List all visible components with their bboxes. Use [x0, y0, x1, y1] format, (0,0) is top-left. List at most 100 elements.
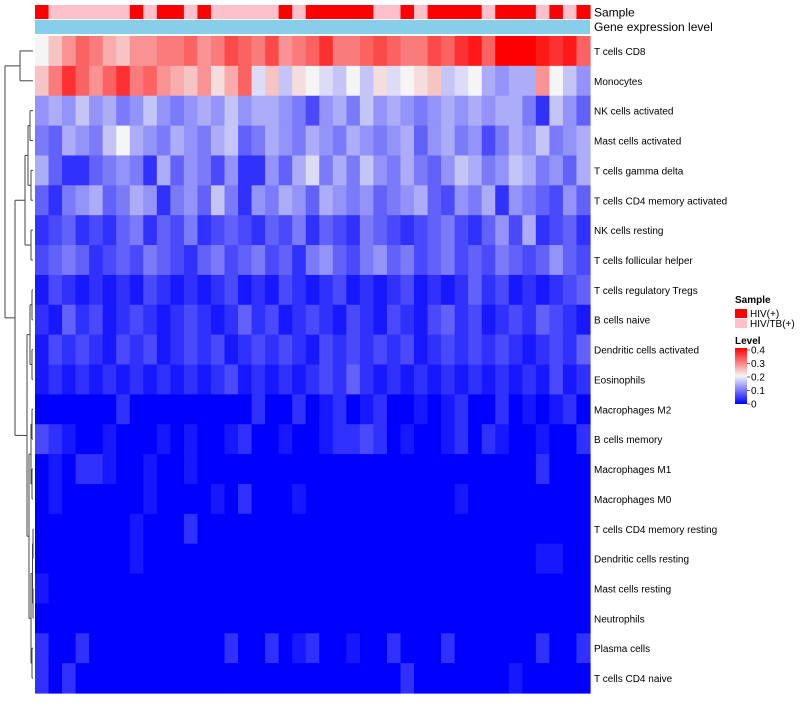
heatmap-cell: [400, 65, 415, 97]
heatmap-cell: [102, 454, 117, 485]
heatmap-cell: [346, 483, 361, 515]
heatmap-cell: [454, 483, 469, 515]
sample-annotation-cell: [427, 5, 442, 19]
heatmap-cell: [332, 334, 347, 366]
heatmap-cell: [535, 95, 550, 127]
heatmap-cell: [535, 573, 550, 605]
heatmap-cell: [238, 334, 253, 366]
heatmap-cell: [170, 65, 185, 97]
heatmap-cell: [562, 663, 578, 694]
heatmap-cell: [427, 245, 442, 276]
heatmap-cell: [576, 633, 591, 664]
heatmap-cell: [170, 603, 185, 634]
heatmap-cell: [35, 185, 50, 216]
heatmap-cell: [522, 513, 537, 545]
heatmap-cell: [143, 454, 158, 485]
heatmap-cell: [143, 245, 158, 276]
heatmap-cell: [332, 155, 347, 186]
heatmap-cell: [102, 394, 117, 425]
heatmap-cell: [75, 274, 90, 306]
heatmap-cell: [89, 543, 104, 575]
heatmap-cell: [522, 155, 537, 186]
heatmap-cell: [454, 155, 469, 186]
heatmap-cell: [197, 155, 212, 186]
heatmap-cell: [48, 155, 63, 186]
heatmap-cell: [116, 125, 131, 157]
heatmap-cell: [495, 185, 510, 216]
row-label: Dendritic cells activated: [594, 346, 699, 357]
heatmap-cell: [129, 633, 144, 664]
heatmap-cell: [481, 543, 496, 575]
heatmap-cell: [576, 573, 591, 605]
heatmap-cell: [346, 394, 361, 425]
heatmap-cell: [386, 215, 402, 246]
heatmap-cell: [386, 36, 402, 67]
heatmap-cell: [278, 155, 293, 186]
heatmap-cell: [522, 215, 537, 246]
heatmap-cell: [278, 274, 293, 306]
heatmap-cell: [468, 573, 483, 605]
row-label: Eosinophils: [594, 375, 645, 386]
heatmap-cell: [224, 394, 239, 425]
heatmap-cell: [62, 483, 77, 515]
sample-annotation-cell: [265, 5, 280, 19]
heatmap-cell: [441, 483, 456, 515]
heatmap-cell: [129, 454, 144, 485]
heatmap-cell: [522, 543, 537, 575]
heatmap-cell: [102, 603, 117, 634]
heatmap-cell: [346, 454, 361, 485]
heatmap-cell: [89, 573, 104, 605]
heatmap-cell: [129, 36, 144, 67]
heatmap-cell: [319, 603, 334, 634]
heatmap-cell: [427, 543, 442, 575]
heatmap-cell: [508, 543, 523, 575]
heatmap-cell: [156, 454, 171, 485]
heatmap-cell: [292, 95, 307, 127]
heatmap-cell: [508, 334, 523, 366]
heatmap-cell: [224, 424, 239, 455]
heatmap-cell: [156, 573, 171, 605]
heatmap-cell: [427, 334, 442, 366]
heatmap-cell: [251, 155, 266, 186]
heatmap-cell: [278, 454, 293, 485]
heatmap-cell: [265, 454, 280, 485]
heatmap-cell: [62, 394, 77, 425]
heatmap-cell: [102, 274, 117, 306]
heatmap-cell: [562, 454, 578, 485]
heatmap-cell: [129, 573, 144, 605]
heatmap-cell: [359, 364, 375, 395]
heatmap-cell: [278, 543, 293, 575]
heatmap-cell: [305, 245, 320, 276]
heatmap-cell: [48, 573, 63, 605]
legend-tick-label: 0.1: [751, 386, 765, 397]
heatmap-cell: [102, 513, 117, 545]
heatmap-cell: [292, 663, 307, 694]
heatmap-cell: [143, 633, 158, 664]
heatmap-cell: [102, 185, 117, 216]
heatmap-cell: [62, 424, 77, 455]
heatmap-cell: [427, 155, 442, 186]
heatmap-cell: [427, 304, 442, 336]
heatmap-cell: [495, 125, 510, 157]
heatmap-cell: [373, 245, 388, 276]
heatmap-cell: [278, 394, 293, 425]
sample-annotation-cell: [332, 5, 347, 19]
heatmap-cell: [143, 274, 158, 306]
heatmap-cell: [386, 483, 402, 515]
heatmap-cell: [508, 364, 523, 395]
heatmap-cell: [441, 663, 456, 694]
heatmap-cell: [468, 454, 483, 485]
heatmap-cell: [454, 245, 469, 276]
heatmap-cell: [292, 483, 307, 515]
heatmap-cell: [468, 394, 483, 425]
heatmap-cell: [359, 543, 375, 575]
sample-annotation-cell: [251, 5, 266, 19]
heatmap-cell: [89, 245, 104, 276]
heatmap-cell: [292, 334, 307, 366]
heatmap-cell: [75, 483, 90, 515]
heatmap-cell: [48, 65, 63, 97]
heatmap-cell: [143, 483, 158, 515]
heatmap-cell: [116, 543, 131, 575]
heatmap-cell: [197, 185, 212, 216]
heatmap-cell: [238, 274, 253, 306]
